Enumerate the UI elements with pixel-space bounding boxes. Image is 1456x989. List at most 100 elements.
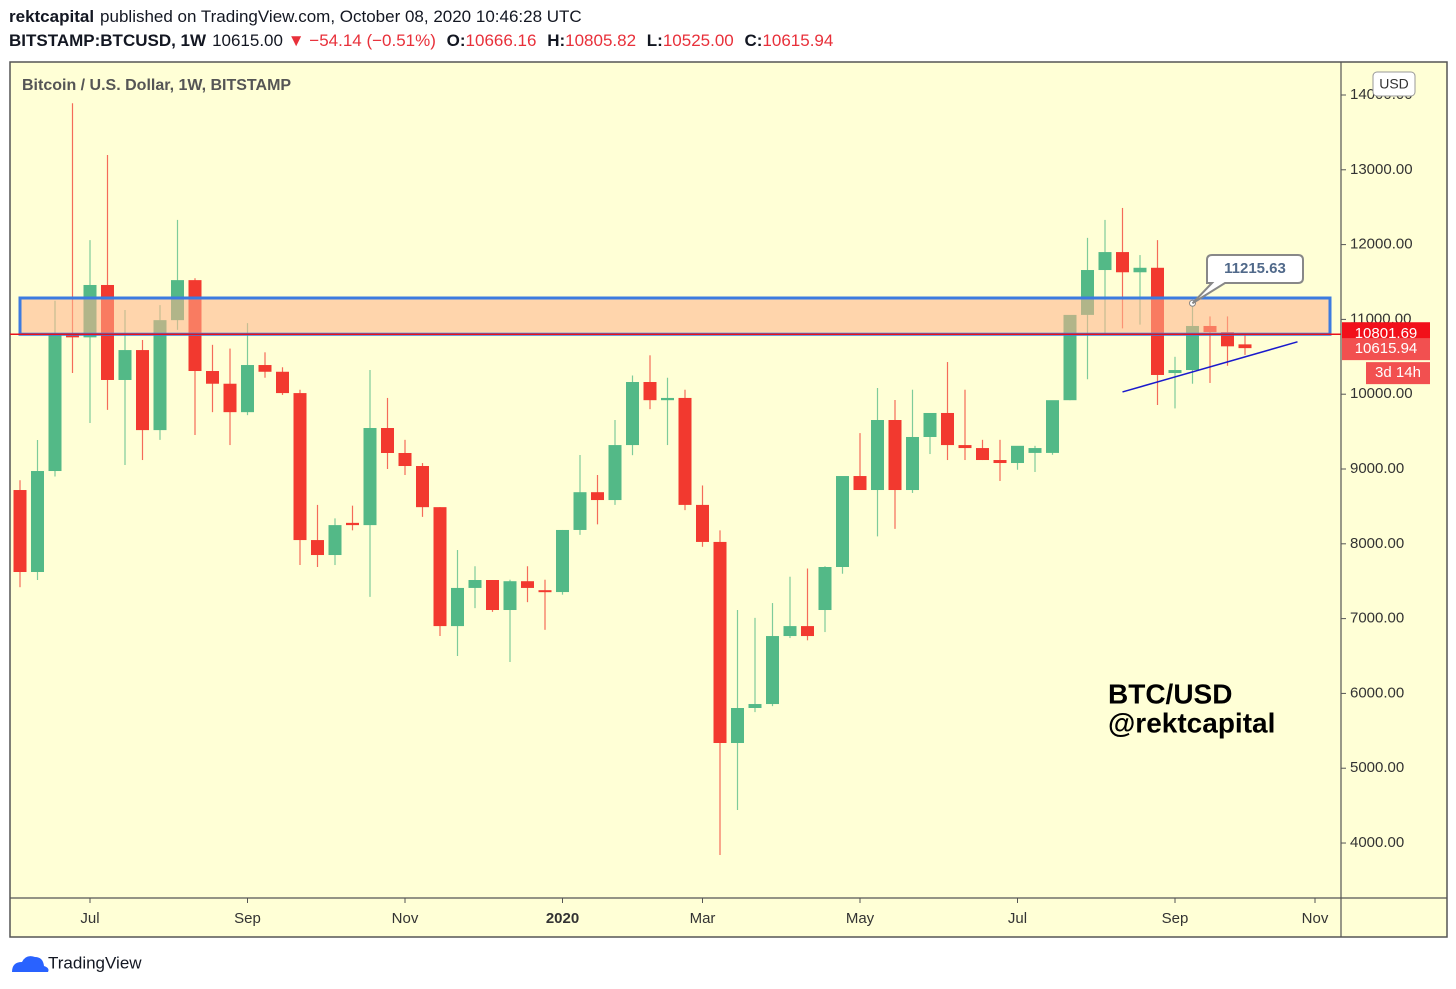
candle-body bbox=[293, 393, 307, 541]
candle-body bbox=[696, 504, 709, 542]
currency-label: USD bbox=[1379, 76, 1409, 92]
arrow: ▼ bbox=[287, 31, 305, 50]
candle-body bbox=[153, 320, 167, 431]
x-tick-label: Sep bbox=[1162, 910, 1189, 927]
candle-body bbox=[731, 708, 744, 744]
candle-body bbox=[661, 397, 674, 401]
header: rektcapital published on TradingView.com,… bbox=[9, 5, 833, 53]
candle-body bbox=[521, 581, 534, 588]
candle-body bbox=[801, 626, 814, 637]
candle-body bbox=[1238, 344, 1252, 349]
y-tick-label: 9000.00 bbox=[1350, 460, 1404, 477]
x-tick-label: Mar bbox=[690, 910, 716, 927]
x-tick-label: Nov bbox=[392, 910, 419, 927]
candle-body bbox=[1116, 252, 1129, 273]
candle-body bbox=[713, 541, 727, 744]
l-label: L: bbox=[646, 31, 663, 50]
author: rektcapital bbox=[9, 7, 95, 26]
candle-body bbox=[223, 383, 237, 413]
candle-body bbox=[958, 445, 972, 449]
candle-body bbox=[276, 371, 289, 394]
candle-body bbox=[783, 626, 797, 637]
candle-body bbox=[591, 492, 604, 501]
last-price-label: 10615.94 bbox=[1355, 340, 1418, 357]
candle-body bbox=[888, 420, 902, 491]
countdown-tag bbox=[1366, 362, 1430, 385]
candle-body bbox=[1028, 448, 1042, 453]
candle-body bbox=[416, 466, 429, 508]
last-price: 10615.00 bbox=[212, 31, 283, 50]
c-label: C: bbox=[744, 31, 763, 50]
candle-body bbox=[118, 350, 132, 380]
x-tick-label: Jul bbox=[1008, 910, 1027, 927]
candle-body bbox=[766, 636, 779, 705]
candle-body bbox=[433, 507, 447, 627]
candle-body bbox=[13, 490, 27, 573]
currency-box bbox=[1372, 71, 1416, 97]
candle-body bbox=[241, 365, 254, 413]
y-tick-label: 7000.00 bbox=[1350, 610, 1404, 627]
y-tick-label: 10000.00 bbox=[1350, 385, 1413, 402]
published: published on TradingView.com, October 08… bbox=[100, 7, 582, 26]
candle-body bbox=[643, 382, 657, 401]
trendline bbox=[1122, 341, 1298, 393]
candle-body bbox=[381, 428, 394, 453]
candle-body bbox=[538, 590, 552, 593]
candle-body bbox=[468, 580, 482, 588]
x-tick-label: 2020 bbox=[546, 910, 579, 927]
watermark: BTC/USD bbox=[1108, 678, 1232, 709]
candle-body bbox=[503, 581, 517, 611]
candle-body bbox=[1063, 314, 1077, 401]
candle-body bbox=[853, 476, 867, 491]
candle-body bbox=[573, 492, 587, 530]
y-tick-label: 8000.00 bbox=[1350, 535, 1404, 552]
candle-body bbox=[1011, 445, 1024, 464]
candle-body bbox=[363, 428, 377, 526]
x-tick-label: Sep bbox=[234, 910, 261, 927]
symbol: BITSTAMP:BTCUSD, 1W bbox=[9, 31, 207, 50]
candle-body bbox=[48, 335, 62, 472]
candle-body bbox=[486, 580, 499, 611]
candle-body bbox=[1098, 252, 1112, 271]
y-tick-label: 12000.00 bbox=[1350, 236, 1413, 253]
l-value: 10525.00 bbox=[662, 31, 734, 50]
candle-body bbox=[1186, 325, 1199, 371]
candle-body bbox=[136, 350, 149, 431]
brand: TradingView bbox=[48, 953, 142, 972]
o-label: O: bbox=[446, 31, 466, 50]
y-tick-label: 6000.00 bbox=[1350, 684, 1404, 701]
change: −54.14 (−0.51%) bbox=[309, 31, 436, 50]
candle-body bbox=[836, 476, 849, 567]
candle-body bbox=[206, 371, 219, 384]
chart-frame bbox=[9, 61, 1448, 938]
candle-body bbox=[1133, 267, 1147, 273]
y-tick-label: 13000.00 bbox=[1350, 161, 1413, 178]
countdown-label: 3d 14h bbox=[1375, 364, 1421, 381]
o-value: 10666.16 bbox=[465, 31, 537, 50]
x-tick-label: Nov bbox=[1302, 910, 1329, 927]
candle-body bbox=[626, 382, 639, 446]
candle-body bbox=[1046, 400, 1059, 453]
candle-body bbox=[818, 566, 832, 611]
x-tick-label: May bbox=[846, 910, 875, 927]
candle-body bbox=[906, 436, 919, 491]
candle-body bbox=[748, 704, 762, 708]
candle-body bbox=[976, 448, 989, 461]
tv-logo bbox=[12, 956, 49, 972]
y-tick-label: 5000.00 bbox=[1350, 759, 1404, 776]
candle-body bbox=[1168, 370, 1182, 374]
resistance-zone bbox=[18, 296, 1332, 336]
candle-body bbox=[66, 334, 79, 338]
c-value: 10615.94 bbox=[762, 31, 834, 50]
candle-body bbox=[556, 529, 569, 593]
candle-body bbox=[993, 460, 1007, 464]
candle-body bbox=[941, 412, 954, 446]
h-value: 10805.82 bbox=[565, 31, 637, 50]
candle-body bbox=[451, 587, 464, 627]
callout-box bbox=[1191, 254, 1304, 305]
watermark: @rektcapital bbox=[1108, 707, 1275, 738]
price-line-label: 10801.69 bbox=[1355, 325, 1418, 342]
last-price-tag bbox=[1342, 338, 1430, 361]
candle-body bbox=[258, 365, 272, 372]
